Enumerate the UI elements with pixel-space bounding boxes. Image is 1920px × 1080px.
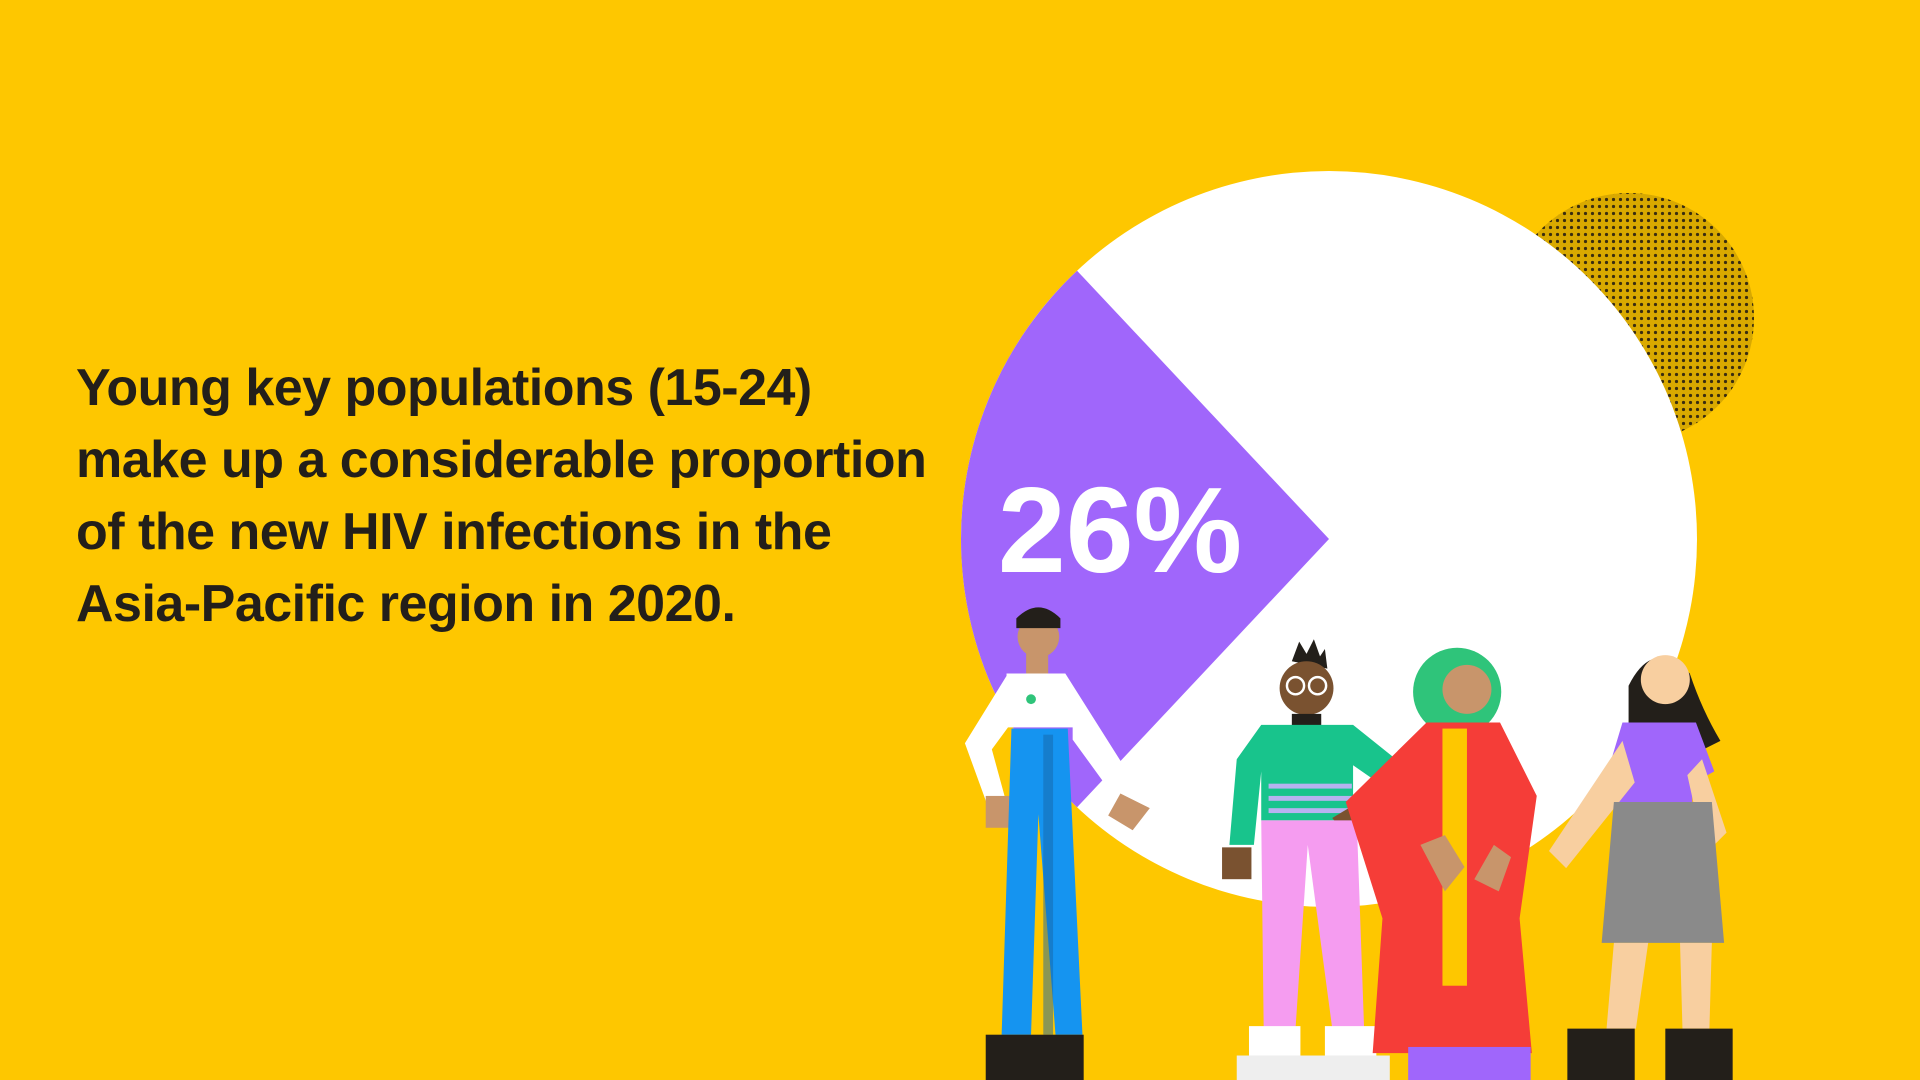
slices [960,270,1329,808]
pie-slice [960,270,1329,808]
headline: Young key populations (15-24) make up a … [76,359,927,633]
person [1548,655,1733,1080]
people-illustration [964,607,1733,1080]
person [1345,647,1537,1080]
person [964,607,1150,1080]
person [1222,639,1415,1080]
value-label: 26% [998,462,1242,598]
